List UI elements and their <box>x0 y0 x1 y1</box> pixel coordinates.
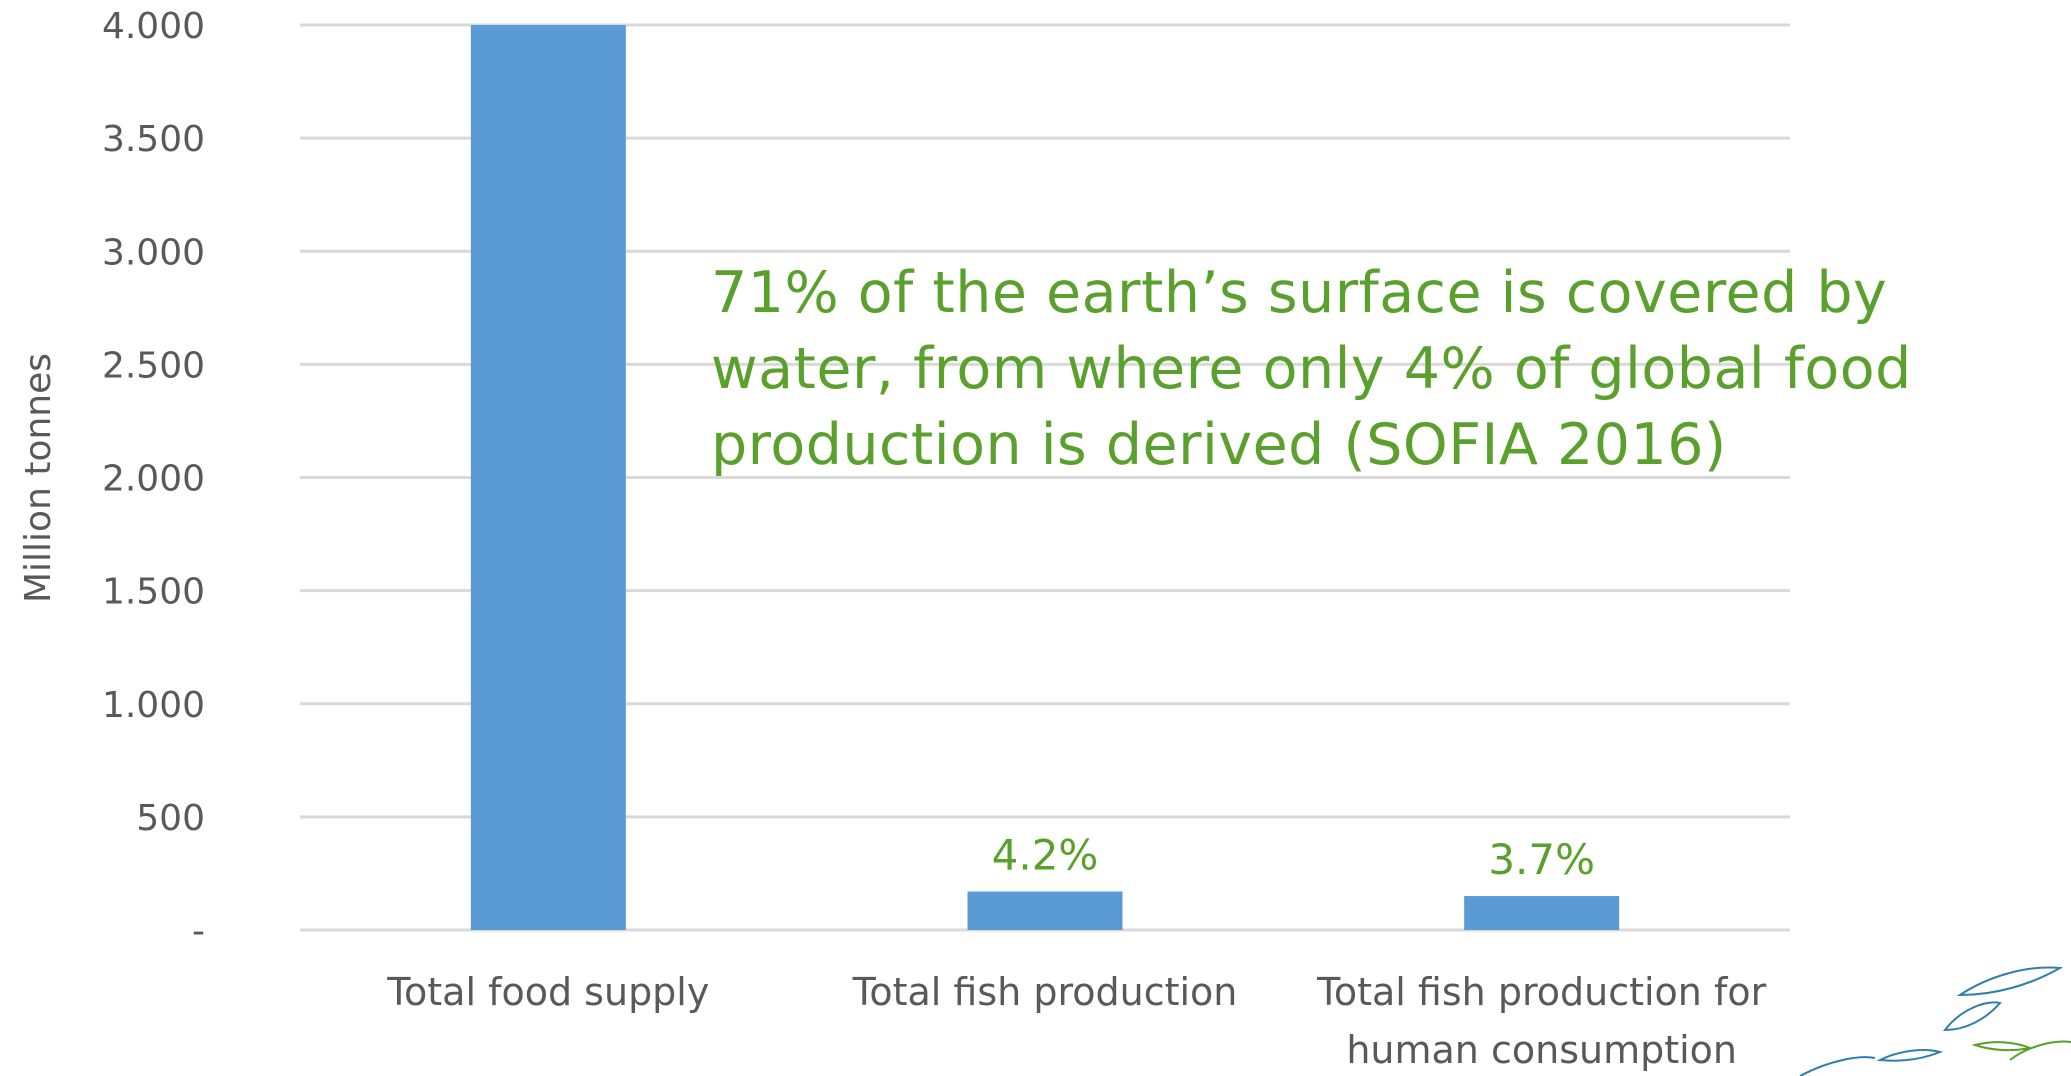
x-axis-labels: Total food supply Total fish production To… <box>386 970 1766 1072</box>
y-tick-label: 1.500 <box>102 572 205 613</box>
x-tick-label: Total fish production <box>852 970 1238 1014</box>
y-tick-label: - <box>192 911 205 952</box>
y-axis-ticks: - 500 1.000 1.500 2.000 2.500 3.000 3.500 4.000 <box>102 6 205 952</box>
y-tick-label: 500 <box>136 798 205 839</box>
bars <box>470 25 1620 930</box>
data-label: 3.7% <box>1488 835 1595 884</box>
bar <box>1464 896 1620 930</box>
annotation-line: production is derived (SOFIA 2016) <box>711 412 1727 478</box>
data-label: 4.2% <box>992 831 1099 880</box>
x-tick-label: Total fish production for <box>1316 970 1766 1014</box>
x-tick-label: human consumption <box>1346 1028 1737 1072</box>
bar <box>967 891 1123 930</box>
y-tick-label: 1.000 <box>102 685 205 726</box>
y-tick-label: 3.500 <box>102 119 205 160</box>
chart-annotation: 71% of the earth’s surface is covered by… <box>711 255 2051 483</box>
annotation-line: 71% of the earth’s surface is covered by <box>711 260 1888 326</box>
x-tick-label: Total food supply <box>386 970 709 1014</box>
data-labels: 4.2% 3.7% <box>992 831 1595 885</box>
fish-leaf-logo-icon <box>1799 966 2071 1076</box>
y-tick-label: 2.500 <box>102 345 205 386</box>
bar <box>470 25 626 930</box>
annotation-line: water, from where only 4% of global food <box>711 336 1912 402</box>
y-tick-label: 3.000 <box>102 232 205 273</box>
y-axis-label: Million tonnes <box>18 353 59 603</box>
y-tick-label: 2.000 <box>102 459 205 500</box>
y-tick-label: 4.000 <box>102 6 205 47</box>
